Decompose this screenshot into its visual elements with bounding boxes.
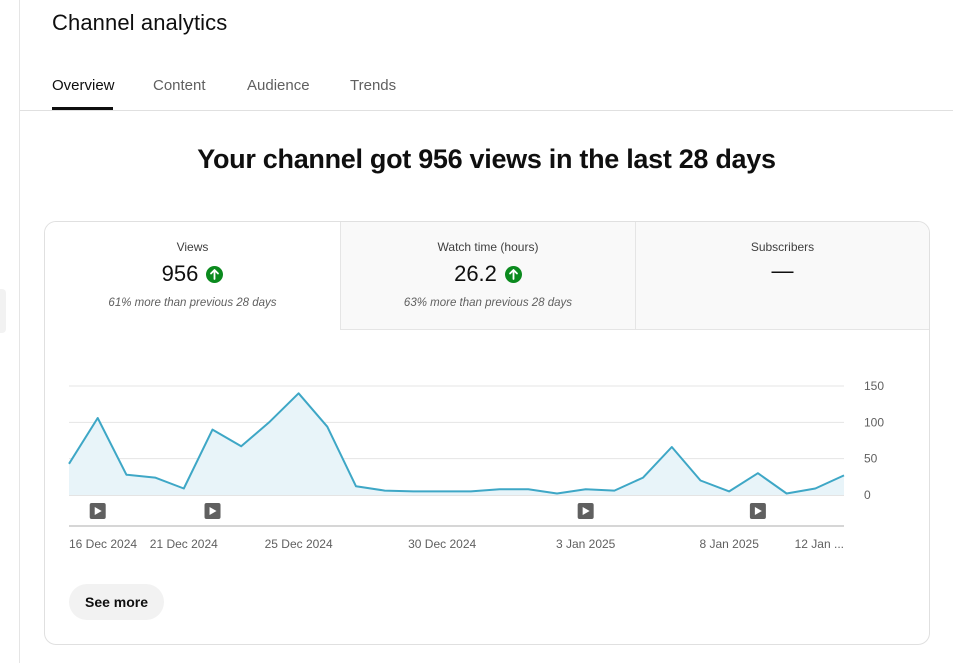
data-point[interactable]	[755, 470, 761, 476]
metric-comparison-views: 61% more than previous 28 days	[108, 297, 277, 309]
metric-tab-subscribers[interactable]: Subscribers —	[635, 222, 929, 330]
data-point[interactable]	[669, 444, 675, 450]
data-point[interactable]	[497, 486, 503, 492]
data-point[interactable]	[640, 475, 646, 481]
data-point[interactable]	[554, 491, 560, 497]
data-point[interactable]	[210, 427, 216, 433]
views-chart[interactable]: 150 100 50 0 16 Dec 2024 21 Dec 2024 25 Dec 20…	[45, 330, 929, 580]
left-rail	[0, 0, 20, 663]
data-point[interactable]	[95, 415, 101, 421]
data-point[interactable]	[324, 424, 330, 430]
x-tick-label: 30 Dec 2024	[408, 537, 476, 551]
views-area	[69, 393, 844, 495]
metric-label-watch-time: Watch time (hours)	[437, 240, 539, 254]
tab-trends[interactable]: Trends	[350, 77, 397, 94]
data-point[interactable]	[152, 475, 158, 481]
data-point[interactable]	[784, 491, 790, 497]
play-icon	[754, 507, 762, 515]
x-tick-label: 3 Jan 2025	[556, 537, 616, 551]
metric-tab-watch-time[interactable]: Watch time (hours) 26.2 63% more than pr…	[340, 222, 635, 330]
y-tick-label: 0	[864, 488, 871, 502]
metric-tab-views[interactable]: Views 956 61% more than previous 28 days	[45, 222, 340, 330]
data-point[interactable]	[238, 443, 244, 449]
y-tick-label: 50	[864, 452, 878, 466]
see-more-button[interactable]: See more	[69, 584, 165, 620]
metric-comparison-watch-time: 63% more than previous 28 days	[403, 297, 573, 309]
data-point[interactable]	[525, 486, 531, 492]
active-tab-indicator	[52, 107, 113, 110]
summary-headline: Your channel got 956 views in the last 2…	[197, 144, 776, 174]
metric-value-subscribers: —	[771, 258, 794, 283]
data-point[interactable]	[181, 485, 187, 491]
data-point[interactable]	[583, 486, 589, 492]
x-tick-label: 8 Jan 2025	[699, 537, 759, 551]
data-point[interactable]	[611, 488, 617, 494]
data-point[interactable]	[812, 485, 818, 491]
data-point[interactable]	[726, 488, 732, 494]
x-tick-label: 21 Dec 2024	[150, 537, 218, 551]
play-icon	[94, 507, 102, 515]
data-point[interactable]	[267, 419, 273, 425]
x-tick-label: 16 Dec 2024	[69, 537, 137, 551]
tab-audience[interactable]: Audience	[247, 77, 310, 94]
data-point[interactable]	[123, 472, 129, 478]
data-point[interactable]	[296, 390, 302, 396]
data-point[interactable]	[697, 477, 703, 483]
tab-content[interactable]: Content	[153, 77, 206, 94]
x-tick-label: 25 Dec 2024	[265, 537, 333, 551]
x-tick-label: 12 Jan ...	[795, 537, 844, 551]
metric-label-subscribers: Subscribers	[750, 240, 815, 254]
page-title: Channel analytics	[52, 10, 228, 35]
arrow-up-icon	[504, 265, 522, 283]
arrow-up-icon	[206, 265, 224, 283]
y-tick-label: 150	[864, 379, 884, 393]
play-icon	[582, 507, 590, 515]
data-point[interactable]	[468, 488, 474, 494]
overview-card: Views 956 61% more than previous 28 days…	[44, 221, 930, 645]
data-point[interactable]	[410, 488, 416, 494]
data-point[interactable]	[382, 488, 388, 494]
data-point[interactable]	[439, 488, 445, 494]
play-icon	[209, 507, 217, 515]
views-line	[68, 392, 845, 495]
rail-tab[interactable]	[0, 289, 6, 333]
data-point[interactable]	[841, 472, 847, 478]
tab-overview[interactable]: Overview	[52, 77, 115, 94]
metric-value-watch-time: 26.2	[454, 261, 497, 286]
metric-label-views: Views	[176, 240, 209, 254]
y-tick-label: 100	[864, 415, 884, 429]
data-point[interactable]	[66, 461, 72, 467]
data-point[interactable]	[353, 483, 359, 489]
tab-bar: Overview Content Audience Trends	[20, 62, 953, 111]
metric-value-views: 956	[161, 261, 199, 286]
